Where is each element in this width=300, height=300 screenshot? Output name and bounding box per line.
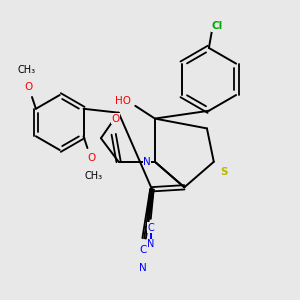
Text: O: O: [24, 82, 32, 92]
Text: CH₃: CH₃: [17, 64, 35, 74]
Text: S: S: [220, 167, 227, 177]
Text: C: C: [140, 245, 147, 255]
Text: O: O: [87, 153, 95, 163]
Text: O: O: [112, 114, 120, 124]
Text: Cl: Cl: [211, 21, 222, 31]
Text: N: N: [147, 239, 155, 249]
Text: N: N: [143, 157, 151, 167]
Text: N: N: [139, 263, 147, 273]
Text: C: C: [148, 223, 154, 232]
Text: CH₃: CH₃: [84, 170, 102, 181]
Text: HO: HO: [116, 96, 131, 106]
